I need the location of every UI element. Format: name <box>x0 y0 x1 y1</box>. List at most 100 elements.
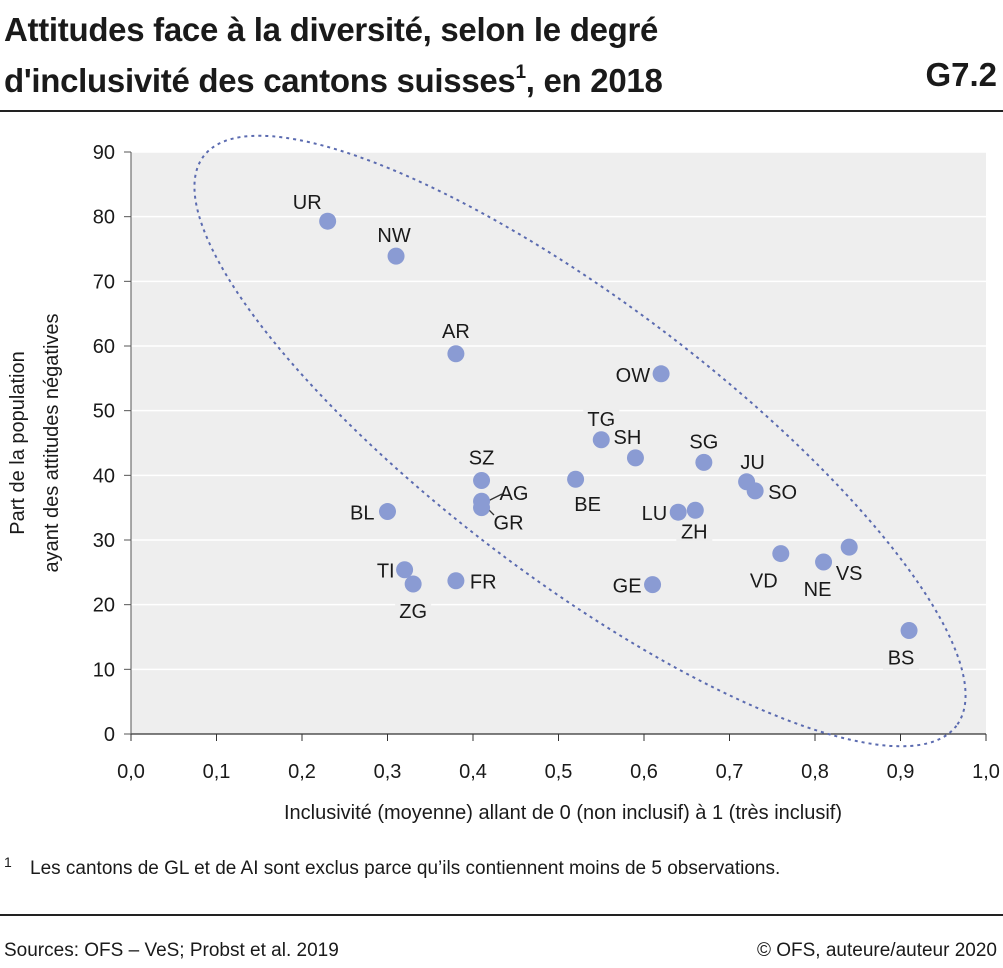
point-label-bg-so <box>764 479 801 504</box>
point-label-sz: SZ <box>469 448 495 470</box>
y-axis-ticks: 0 10 20 30 40 50 60 70 80 90 <box>93 142 131 746</box>
point-label-bg-vs <box>831 561 868 586</box>
point-nw <box>387 247 405 265</box>
x-tick-label-4: 0,4 <box>459 761 487 783</box>
footnote-text: Les cantons de GL et de AI sont exclus p… <box>30 858 781 879</box>
x-tick-label-10: 1,0 <box>972 761 1000 783</box>
x-axis-label: Inclusivité (moyenne) allant de 0 (non i… <box>284 802 842 824</box>
point-ge <box>644 576 662 594</box>
point-label-gr: GR <box>494 513 524 535</box>
y-tick-label-10: 10 <box>93 659 115 681</box>
point-label-bg-fr <box>465 569 502 594</box>
point-label-bs: BS <box>888 648 915 670</box>
point-label-bg-ur <box>289 190 326 215</box>
point-label-bg-bs <box>883 645 920 670</box>
chart-title-main: Attitudes face à la diversité, selon le … <box>4 11 659 99</box>
point-sz <box>473 472 491 490</box>
x-tick-label-6: 0,6 <box>630 761 658 783</box>
y-tick-label-40: 40 <box>93 465 115 487</box>
point-label-be: BE <box>574 494 601 516</box>
copyright-text: © OFS, auteure/auteur 2020 <box>756 940 997 961</box>
point-sg <box>695 453 713 471</box>
y-axis-label-line-1: Part de la population <box>7 351 29 534</box>
chart-title: Attitudes face à la diversité, selon le … <box>4 4 804 106</box>
chart-title-year: , en 2018 <box>525 62 663 99</box>
point-label-bg-ar <box>437 318 474 343</box>
x-tick-label-2: 0,2 <box>288 761 316 783</box>
x-tick-label-0: 0,0 <box>117 761 145 783</box>
point-label-bg-sz <box>463 445 500 470</box>
cluster-ellipse <box>193 134 967 748</box>
chart-title-footnote-mark: 1 <box>515 62 526 83</box>
point-label-bl: BL <box>350 503 374 525</box>
point-label-bg-bl <box>342 500 379 525</box>
chart-id: G7.2 <box>925 56 997 93</box>
point-label-bg-zg <box>395 598 432 623</box>
point-label-bg-ow <box>618 362 655 387</box>
point-label-nw: NW <box>377 225 410 247</box>
plot-area <box>131 152 986 734</box>
point-bs <box>900 622 918 640</box>
x-tick-label-7: 0,7 <box>716 761 744 783</box>
point-label-bg-nw <box>376 223 413 248</box>
point-label-sh: SH <box>614 427 642 449</box>
point-label-fr: FR <box>470 572 497 594</box>
point-label-ag: AG <box>500 483 529 505</box>
point-gr <box>473 499 491 517</box>
point-lu <box>669 503 687 521</box>
point-ow <box>652 365 670 383</box>
point-so <box>746 482 764 500</box>
point-fr <box>447 572 465 590</box>
y-tick-label-90: 90 <box>93 142 115 164</box>
point-tg <box>592 431 610 449</box>
point-label-ge: GE <box>613 576 642 598</box>
point-label-bg-vd <box>745 568 782 593</box>
point-ti <box>396 561 414 579</box>
y-tick-label-50: 50 <box>93 401 115 423</box>
point-label-bg-ge <box>609 573 646 598</box>
data-points <box>319 212 918 640</box>
point-label-ju: JU <box>740 452 764 474</box>
point-sh <box>626 449 644 467</box>
x-axis-ticks: 0,0 0,1 0,2 0,3 0,4 0,5 0,6 0,7 0,8 0,9 1,0 <box>117 734 1000 783</box>
y-tick-label-20: 20 <box>93 595 115 617</box>
point-vs <box>840 538 858 556</box>
point-vd <box>772 545 790 563</box>
point-label-zh: ZH <box>681 521 708 543</box>
point-label-ne: NE <box>804 579 832 601</box>
point-label-so: SO <box>768 482 797 504</box>
point-label-bg-lu <box>635 501 672 526</box>
point-label-bg-gr <box>489 510 526 535</box>
point-label-vs: VS <box>836 563 863 585</box>
y-tick-label-60: 60 <box>93 336 115 358</box>
footer-divider <box>0 914 1003 916</box>
point-be <box>567 470 585 488</box>
point-ar <box>447 345 465 363</box>
point-zg <box>404 575 422 593</box>
point-label-bg-zh <box>676 519 713 544</box>
point-label-ow: OW <box>616 365 651 387</box>
point-label-ti: TI <box>377 561 395 583</box>
point-ur <box>319 212 337 230</box>
point-label-bg-ne <box>799 576 836 601</box>
point-label-tg: TG <box>587 409 615 431</box>
point-label-bg-sg <box>685 429 722 454</box>
x-tick-label-3: 0,3 <box>374 761 402 783</box>
point-label-bg-sh <box>609 424 646 449</box>
point-label-sg: SG <box>689 431 718 453</box>
point-label-bg-be <box>569 492 606 517</box>
footnote-number: 1 <box>4 854 12 870</box>
point-label-bg-ju <box>734 449 771 474</box>
point-label-zg: ZG <box>399 601 427 623</box>
header-divider <box>0 110 1003 112</box>
y-tick-label-30: 30 <box>93 530 115 552</box>
point-label-bg-ag <box>495 481 532 506</box>
x-tick-label-9: 0,9 <box>887 761 915 783</box>
point-ne <box>815 553 833 571</box>
point-bl <box>379 503 396 521</box>
point-label-ur: UR <box>293 192 322 214</box>
source-text: Sources: OFS – VeS; Probst et al. 2019 <box>4 940 339 961</box>
point-label-ar: AR <box>442 321 470 343</box>
x-tick-label-1: 0,1 <box>203 761 231 783</box>
